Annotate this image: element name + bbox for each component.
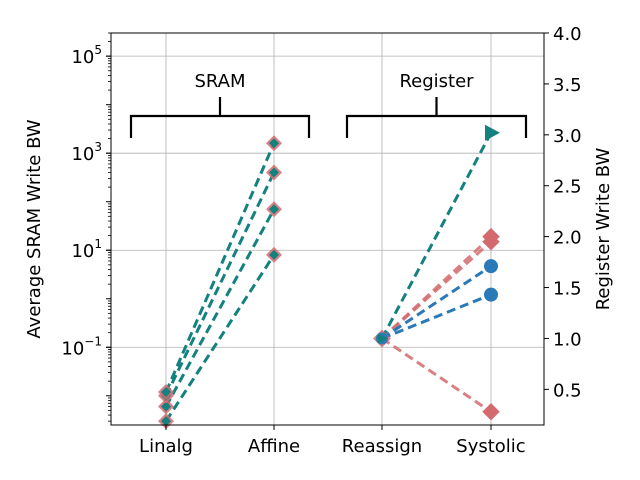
- grid: [111, 33, 544, 425]
- left-tick-label: 105: [71, 43, 102, 68]
- circle-marker: [484, 287, 498, 302]
- left-tick-label: 101: [71, 237, 102, 262]
- right-tick-label: 3.5: [553, 75, 582, 96]
- plot-frame: [110, 32, 545, 426]
- right-tick-label: 0.5: [553, 380, 582, 401]
- left-axis-label: Average SRAM Write BW: [24, 119, 45, 338]
- right-tick-label: 2.0: [553, 228, 582, 249]
- right-tick-label: 2.5: [553, 177, 582, 198]
- x-tick-label: Reassign: [342, 436, 422, 457]
- group-brackets: SRAM Register: [129, 71, 528, 138]
- group-bracket: [345, 97, 528, 138]
- register-start-point-core: [378, 333, 388, 344]
- sram-point-inner: [269, 204, 279, 215]
- sram-point-inner: [161, 416, 171, 427]
- left-tick-label: 103: [71, 140, 102, 165]
- sram-series-line: [164, 208, 276, 408]
- circle-marker: [484, 259, 498, 274]
- diamond-marker: [482, 403, 500, 421]
- sram-series-line: [164, 254, 276, 422]
- register-series-line: [381, 264, 492, 340]
- right-axis-label: Register Write BW: [593, 148, 614, 311]
- triangle-marker: [485, 124, 500, 141]
- group-label: Register: [399, 71, 474, 92]
- group-label: SRAM: [194, 71, 245, 92]
- right-tick-label: 4.0: [553, 24, 582, 45]
- register-series-line: [380, 235, 493, 340]
- sram-series-line: [164, 171, 276, 397]
- sram-point-inner: [269, 249, 279, 260]
- register-series-line: [381, 240, 492, 340]
- sram-point-inner: [269, 167, 279, 178]
- x-tick-label: Affine: [248, 436, 300, 457]
- sram-series-line: [164, 142, 276, 393]
- series: [158, 124, 500, 430]
- sram-point-inner: [161, 386, 171, 397]
- ticks: Linalg Affine Reassign Systolic 10−1 101 103 10…: [61, 24, 581, 457]
- x-tick-label: Systolic: [456, 436, 525, 457]
- sram-point-inner: [269, 138, 279, 149]
- right-tick-label: 1.5: [553, 279, 582, 300]
- right-tick-label: 1.0: [553, 329, 582, 350]
- register-series-line: [381, 293, 492, 340]
- left-tick-label: 10−1: [61, 334, 102, 359]
- register-series-line: [380, 132, 493, 340]
- sram-point-inner: [161, 401, 171, 412]
- register-series-line: [381, 337, 492, 414]
- x-tick-label: Linalg: [139, 436, 193, 457]
- right-tick-label: 3.0: [553, 126, 582, 147]
- group-bracket: [129, 97, 311, 138]
- diamond-marker: [482, 233, 500, 251]
